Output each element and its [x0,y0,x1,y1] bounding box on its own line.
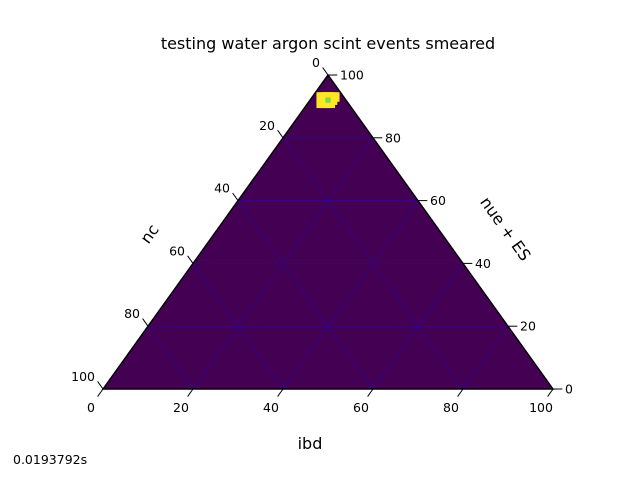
grid-line-ibd [462,325,509,390]
bottom-tick-mark [277,388,284,397]
right-tick-label: 40 [475,256,491,271]
right-axis-label: nue + ES [476,193,535,264]
heatmap-cell [325,97,331,103]
bottom-axis-ticks: 0 20 40 60 80 100 [87,388,554,415]
right-tick-label: 100 [340,68,364,83]
ternary-border [101,73,555,390]
bottom-tick-mark [97,388,104,397]
left-tick-mark [277,129,284,139]
left-tick-label: 0 [312,55,320,70]
grid-line-nc [282,137,464,390]
left-tick-mark [142,318,149,327]
heatmap-cell [316,98,327,109]
heatmap-cell [329,92,340,102]
bottom-tick-label: 100 [529,400,553,415]
grid-line-nc [192,263,284,390]
left-tick-mark [97,381,104,390]
ternary-plot-area [103,75,553,389]
heatmap-hotspot [316,92,340,109]
grid-line-ibd [192,137,374,390]
left-tick-label: 20 [259,118,275,133]
left-tick-label: 100 [71,369,95,384]
grid-line-nc [147,325,194,390]
heatmap-cell [325,98,336,109]
right-tick-label: 0 [565,382,573,397]
left-tick-label: 80 [124,306,140,321]
left-axis-label: nc [136,221,162,247]
bottom-tick-label: 60 [353,400,369,415]
bottom-tick-label: 80 [443,400,459,415]
bottom-tick-label: 20 [173,400,189,415]
bottom-tick-mark [187,388,194,397]
bottom-tick-mark [367,388,374,397]
right-tick-label: 20 [520,319,536,334]
bottom-axis-label: ibd [298,434,323,453]
right-tick-label: 60 [430,193,446,208]
left-axis-ticks: 0 20 40 60 80 100 [71,55,329,390]
left-tick-mark [232,192,239,201]
grid-lines [147,137,509,390]
grid-line-ibd [282,200,419,390]
right-axis-ticks: 0 20 40 60 80 100 [328,68,573,397]
right-tick-label: 80 [385,130,401,145]
grid-line-nc [237,200,374,390]
left-tick-label: 40 [214,181,230,196]
chart-title: testing water argon scint events smeared [161,34,495,53]
left-tick-mark [322,67,329,76]
bottom-tick-mark [457,388,464,397]
bottom-tick-label: 40 [263,400,279,415]
grid-line-ibd [372,263,464,390]
left-tick-label: 60 [169,243,185,258]
bottom-tick-mark [547,388,554,397]
bottom-tick-label: 0 [87,400,95,415]
timing-readout: 0.0193792s [13,452,87,467]
heatmap-cell [316,92,327,102]
left-tick-mark [187,255,194,264]
